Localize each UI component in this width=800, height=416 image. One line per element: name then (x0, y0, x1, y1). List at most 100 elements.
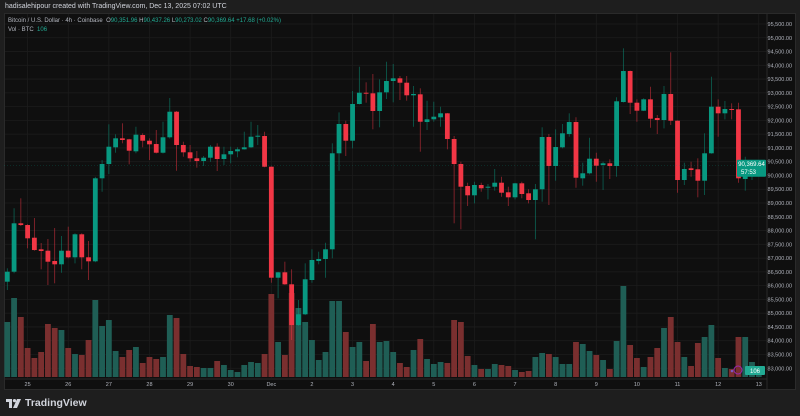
volume-bar (112, 351, 119, 377)
price-tick-label: 91,500.00 (768, 132, 792, 138)
candle-body (519, 183, 525, 195)
volume-bar (302, 322, 309, 377)
volume-bar (742, 337, 749, 377)
candle-body (729, 109, 735, 111)
candles (4, 48, 762, 340)
time-tick-label: 11 (675, 382, 681, 388)
candle-body (634, 102, 640, 111)
time-tick-label: Dec (266, 382, 276, 388)
candle-body (390, 78, 396, 82)
candle-body (431, 116, 437, 120)
volume-bar (546, 354, 552, 377)
price-axis: 95,500.00 95,000.00 94,500.00 94,000.00 93,5… (768, 22, 792, 372)
volume-bar (45, 324, 51, 377)
candle-body (356, 92, 362, 105)
volume-bar (634, 358, 640, 377)
candle-body (444, 113, 450, 140)
volume-bar (661, 328, 667, 377)
candle-body (654, 118, 660, 121)
candle-body (458, 164, 464, 187)
candle-body (248, 136, 254, 148)
close-value: 90,369.64 (207, 18, 235, 24)
price-tag-value: 90,369.64 (738, 162, 765, 168)
volume-bar (153, 359, 160, 377)
candle-body (221, 154, 227, 160)
candle-body (11, 223, 17, 272)
candle-body (289, 284, 295, 326)
candle-body (174, 111, 179, 146)
volume-bar (566, 364, 573, 377)
volume-bar (254, 363, 261, 377)
volume-bar (505, 366, 512, 377)
high-label: H (139, 18, 144, 24)
volume-bar (512, 370, 518, 377)
candle-body (38, 249, 44, 252)
volume-bar (342, 332, 349, 377)
candle-body (546, 136, 552, 166)
candle-body (323, 249, 328, 259)
candle-body (560, 133, 565, 148)
change-value: +17.68 (+0.02%) (236, 18, 281, 24)
open-value: 90,351.96 (110, 18, 138, 24)
time-tick-label: 2 (310, 382, 313, 388)
candle-body (397, 78, 403, 83)
candle-body (614, 101, 619, 166)
volume-bar (694, 343, 701, 377)
volume-bar (410, 350, 417, 377)
volume-bar (85, 340, 92, 377)
candle-body (681, 168, 687, 181)
volume-bar (268, 294, 275, 377)
volume-bar (207, 368, 214, 377)
candle-body (736, 109, 741, 179)
volume-bar (457, 322, 464, 377)
price-tick-label: 95,000.00 (768, 36, 792, 42)
candle-body (140, 135, 146, 141)
candle-body (160, 137, 166, 153)
tradingview-logo-icon (6, 398, 21, 408)
volume-bar (573, 342, 579, 377)
tradingview-logo[interactable]: TradingView (6, 397, 87, 409)
last-price-tag: 90,369.64 57:53 (737, 159, 766, 177)
candle-body (641, 99, 647, 111)
volume-bar (667, 317, 674, 377)
candle-body (201, 157, 207, 162)
time-tick-label: 10 (634, 382, 640, 388)
time-tick-label: 7 (514, 382, 517, 388)
symbol-title[interactable]: Bitcoin / U.S. Dollar · 4h · Coinbase (8, 18, 103, 24)
volume-tag: 106 (745, 366, 765, 375)
candle-body (147, 140, 152, 145)
volume-bars (4, 286, 762, 377)
alert-icon[interactable] (730, 365, 743, 375)
candle-body (52, 261, 58, 265)
volume-bar (715, 358, 722, 377)
low-label: L (171, 18, 176, 24)
volume-bar (248, 362, 254, 377)
volume-bar (708, 325, 715, 377)
volume-bar (593, 355, 600, 377)
candle-body (59, 250, 64, 265)
volume-bar (336, 301, 342, 377)
volume-bar (38, 352, 45, 377)
candle-body (661, 94, 667, 121)
volume-bar (688, 366, 694, 377)
price-tick-label: 88,000.00 (768, 229, 792, 235)
volume-bar (214, 361, 221, 377)
volume-bar (735, 337, 742, 377)
volume-bar (51, 328, 58, 377)
price-tick-label: 95,500.00 (768, 22, 792, 28)
volume-bar (92, 300, 99, 377)
time-tick-label: 12 (715, 382, 721, 388)
logo-text: TradingView (25, 397, 87, 409)
candle-body (194, 158, 200, 162)
footer-bar (0, 390, 800, 416)
candle-body (370, 93, 376, 111)
time-tick-label: 29 (187, 382, 193, 388)
price-tag-countdown: 57:53 (741, 170, 757, 176)
time-tick-label: 28 (146, 382, 152, 388)
volume-bar (701, 337, 708, 377)
chart-credit: hadisalehipour created with TradingView.… (5, 3, 227, 10)
candle-body (153, 144, 159, 153)
candle-body (566, 122, 572, 135)
volume-label[interactable]: Vol · BTC (8, 27, 34, 33)
